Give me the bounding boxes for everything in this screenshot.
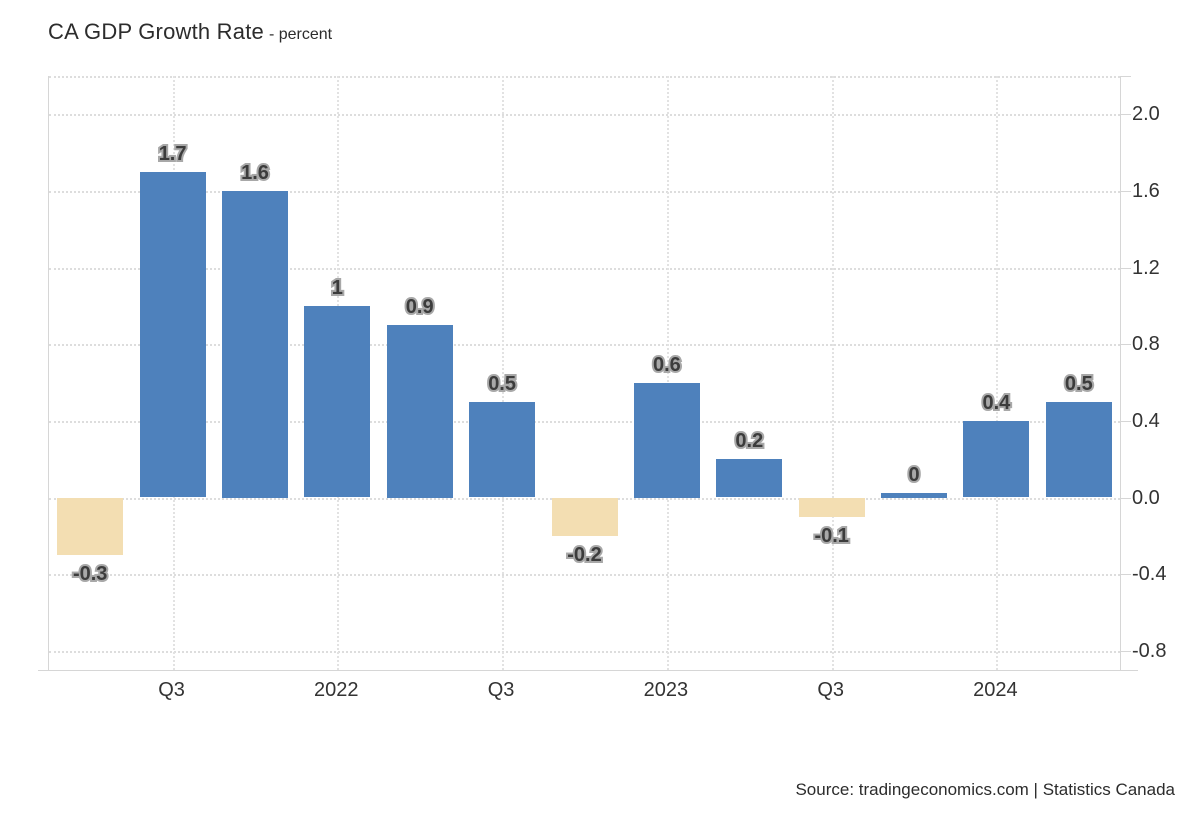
chart-title: CA GDP Growth Rate [48, 19, 264, 44]
bar-value-label: 0.2 [735, 430, 764, 453]
y-gridline [49, 191, 1120, 193]
bar-value: 0.9 0.9 [404, 294, 436, 320]
bar[interactable] [633, 382, 700, 498]
y-gridline [49, 114, 1120, 117]
y-axis-tick [1120, 420, 1131, 422]
bar-value: 0.4 0.4 [980, 390, 1012, 416]
y-gridline [49, 574, 1120, 577]
x-axis-label: 2022 [314, 679, 359, 701]
bar-value-label-outline: 0.4 [980, 390, 1012, 416]
x-gridline [996, 76, 999, 670]
bar-value: 0.6 0.6 [651, 352, 683, 378]
chart-subtitle: - percent [268, 26, 333, 43]
bar-value-label-outline: 1.7 [157, 141, 189, 167]
bar-value: -0.2 -0.2 [565, 542, 604, 568]
y-axis-tick [1120, 191, 1131, 192]
bar[interactable] [551, 497, 618, 536]
y-axis-label: 1.6 [1132, 180, 1160, 202]
x-axis-label: Q3 [487, 679, 515, 701]
bar-value-label-outline: 0.6 [651, 352, 683, 378]
bar-value-label: 0.4 [982, 391, 1011, 414]
bar-value-label-outline: 0 [906, 462, 921, 488]
x-gridline [666, 76, 669, 670]
bar-value: 0.5 0.5 [486, 371, 518, 397]
bar[interactable] [469, 401, 536, 498]
bar-value: 1.7 1.7 [157, 141, 189, 167]
y-axis-label: -0.8 [1132, 639, 1167, 662]
bar[interactable] [386, 325, 453, 498]
bar[interactable] [222, 191, 288, 498]
y-axis-label: 0.4 [1132, 409, 1160, 432]
y-axis-tick [1120, 267, 1131, 269]
bar-value-label-outline: -0.2 [565, 542, 604, 568]
y-axis-label: 2.0 [1132, 103, 1160, 126]
bar-value-label-outline: 0.9 [404, 294, 436, 320]
bar-value-label: 0.5 [1064, 372, 1093, 395]
bar[interactable] [881, 492, 947, 498]
y-gridline [49, 650, 1120, 653]
bar-value-label: 0.9 [405, 296, 434, 319]
y-axis-label: 0.8 [1132, 333, 1160, 356]
bar-value-label: -0.1 [814, 524, 849, 547]
y-axis-tick [1120, 114, 1131, 116]
bar[interactable] [57, 497, 124, 555]
bar-value-label: -0.3 [72, 563, 108, 585]
y-gridline [49, 76, 1120, 78]
bar-value-label-outline: 0.5 [486, 371, 518, 397]
y-gridline [49, 420, 1120, 423]
x-gridline [502, 76, 505, 670]
x-axis-line [38, 670, 1138, 671]
bar-value: -0.3 -0.3 [71, 561, 110, 587]
bar-value: -0.1 -0.1 [812, 523, 851, 549]
bar-value-label-outline: 0.2 [733, 428, 765, 454]
y-axis-label: 0.0 [1132, 486, 1160, 509]
y-axis-tick [1120, 76, 1131, 77]
bar[interactable] [798, 497, 865, 517]
source-attribution: Source: tradingeconomics.com | Statistic… [795, 780, 1175, 799]
bar-value-label: 1.7 [158, 142, 187, 165]
bar[interactable] [304, 305, 371, 498]
bar-value-label: -0.2 [567, 543, 602, 566]
bar-value-label-outline: 0.5 [1063, 371, 1095, 397]
y-gridline [49, 267, 1120, 270]
bar-value: 0.5 0.5 [1063, 371, 1095, 397]
bar[interactable] [716, 459, 783, 498]
x-axis-label: Q3 [817, 679, 845, 701]
bar-value-label: 0.6 [652, 353, 681, 376]
bar[interactable] [1045, 401, 1112, 498]
x-axis-label: 2023 [643, 679, 689, 701]
bar-value: 1.6 1.6 [239, 160, 271, 186]
bar-value-label: 0 [908, 463, 920, 486]
x-axis-label: Q3 [158, 679, 185, 701]
bar[interactable] [139, 171, 206, 498]
plot-area: -0.3 -0.3 1.7 1.7 1.6 1.6 1 1 0.9 0.9 0.5 0.5 -0.2 -0… [48, 76, 1121, 670]
y-axis-tick [1120, 497, 1131, 499]
bar-value: 0.2 0.2 [733, 428, 765, 454]
bar-value-label: 1 [331, 276, 343, 299]
y-axis-tick [1120, 650, 1131, 652]
bar-value-label-outline: 1 [330, 275, 345, 301]
y-axis-label: -0.4 [1132, 563, 1167, 586]
chart-header: CA GDP Growth Rate - percent [48, 19, 332, 45]
y-axis-label: 1.2 [1132, 256, 1160, 279]
bar-value-label-outline: -0.1 [812, 523, 851, 549]
y-axis-tick [1120, 574, 1131, 576]
bar[interactable] [963, 420, 1030, 498]
y-gridline [49, 344, 1120, 347]
x-gridline [831, 76, 834, 670]
y-axis-tick [1120, 344, 1131, 346]
bar-value-label-outline: -0.3 [71, 561, 110, 587]
bar-value-label-outline: 1.6 [239, 160, 271, 186]
x-axis-label: 2024 [973, 679, 1018, 701]
bar-value-label: 0.5 [488, 372, 516, 395]
bar-value-label: 1.6 [241, 162, 269, 184]
